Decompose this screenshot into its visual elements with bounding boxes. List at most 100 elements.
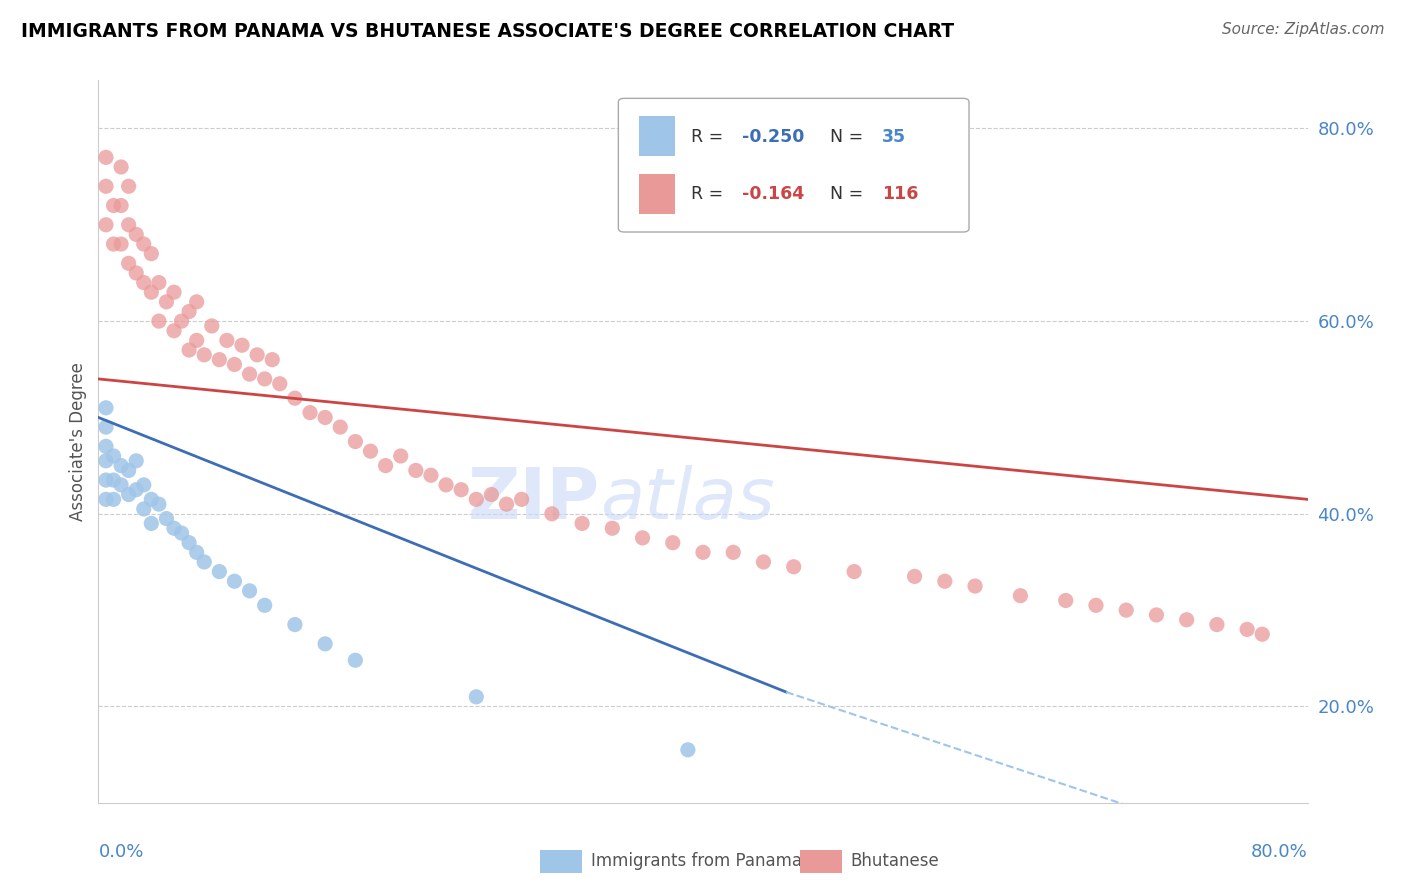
Text: 116: 116 (882, 186, 918, 203)
Text: -0.250: -0.250 (742, 128, 804, 145)
Point (148, 276, 170, 290)
Text: atlas: atlas (600, 465, 775, 533)
Point (118, 487, 141, 501)
Point (934, 574, 956, 589)
Point (420, 468, 443, 483)
Point (208, 565, 231, 579)
Point (125, 266, 148, 280)
Point (224, 358, 246, 372)
Point (299, 406, 322, 420)
Point (239, 583, 262, 598)
Point (360, 444, 382, 458)
Point (179, 535, 201, 549)
Text: R =: R = (690, 128, 728, 145)
Text: Bhutanese: Bhutanese (851, 853, 939, 871)
Point (193, 348, 215, 362)
Point (94, 150, 117, 164)
Point (132, 502, 155, 516)
Point (783, 559, 806, 574)
Point (179, 304, 201, 318)
Point (481, 487, 503, 501)
Text: N =: N = (830, 128, 869, 145)
Point (132, 478, 155, 492)
Text: IMMIGRANTS FROM PANAMA VS BHUTANESE ASSOCIATE'S DEGREE CORRELATION CHART: IMMIGRANTS FROM PANAMA VS BHUTANESE ASSO… (21, 22, 955, 41)
Point (125, 454, 148, 468)
Point (132, 237, 155, 252)
Point (1175, 613, 1198, 627)
Point (163, 521, 186, 535)
Point (215, 334, 238, 348)
Point (246, 348, 269, 362)
Point (284, 617, 307, 632)
Bar (800, 850, 842, 873)
Point (103, 237, 125, 252)
Point (1054, 593, 1077, 607)
Point (186, 545, 208, 559)
Point (170, 314, 193, 328)
Point (314, 410, 336, 425)
Y-axis label: Associate's Degree: Associate's Degree (69, 362, 87, 521)
Point (94, 454, 117, 468)
Point (170, 526, 193, 541)
Point (224, 574, 246, 589)
Point (118, 256, 141, 270)
Point (186, 334, 208, 348)
Point (723, 545, 745, 559)
Point (110, 237, 132, 252)
Point (155, 294, 177, 309)
Text: 0.0%: 0.0% (98, 843, 143, 861)
Point (495, 497, 517, 511)
Point (1115, 603, 1137, 617)
Point (752, 555, 775, 569)
Point (118, 463, 141, 477)
Bar (540, 850, 582, 873)
Point (163, 324, 186, 338)
Point (844, 565, 866, 579)
Point (450, 483, 472, 497)
Point (904, 569, 927, 583)
Point (141, 285, 163, 300)
Point (94, 420, 117, 434)
Point (465, 492, 488, 507)
Point (253, 599, 276, 613)
Point (1144, 607, 1167, 622)
Point (125, 227, 148, 242)
Point (389, 449, 412, 463)
Text: R =: R = (690, 186, 728, 203)
Point (186, 294, 208, 309)
Point (94, 473, 117, 487)
Point (148, 314, 170, 328)
Point (329, 420, 352, 434)
Point (269, 376, 291, 391)
Text: -0.164: -0.164 (742, 186, 804, 203)
Point (1206, 617, 1229, 632)
Point (110, 458, 132, 473)
Point (571, 516, 593, 531)
Point (94, 439, 117, 453)
Point (141, 246, 163, 260)
Point (284, 391, 307, 405)
Point (1236, 623, 1258, 637)
Point (125, 483, 148, 497)
Point (103, 492, 125, 507)
Text: N =: N = (830, 186, 869, 203)
Text: ZIP: ZIP (468, 465, 600, 533)
FancyBboxPatch shape (619, 98, 969, 232)
Point (94, 179, 117, 194)
Point (253, 372, 276, 386)
Point (231, 338, 253, 352)
Point (103, 473, 125, 487)
Point (201, 318, 224, 333)
Point (155, 511, 177, 525)
Point (344, 434, 367, 449)
Point (344, 653, 367, 667)
Text: Immigrants from Panama: Immigrants from Panama (591, 853, 801, 871)
Point (94, 218, 117, 232)
Point (465, 690, 488, 704)
Point (405, 463, 427, 477)
Point (103, 198, 125, 212)
Point (1085, 599, 1108, 613)
Point (179, 343, 201, 357)
Point (148, 497, 170, 511)
Point (110, 160, 132, 174)
